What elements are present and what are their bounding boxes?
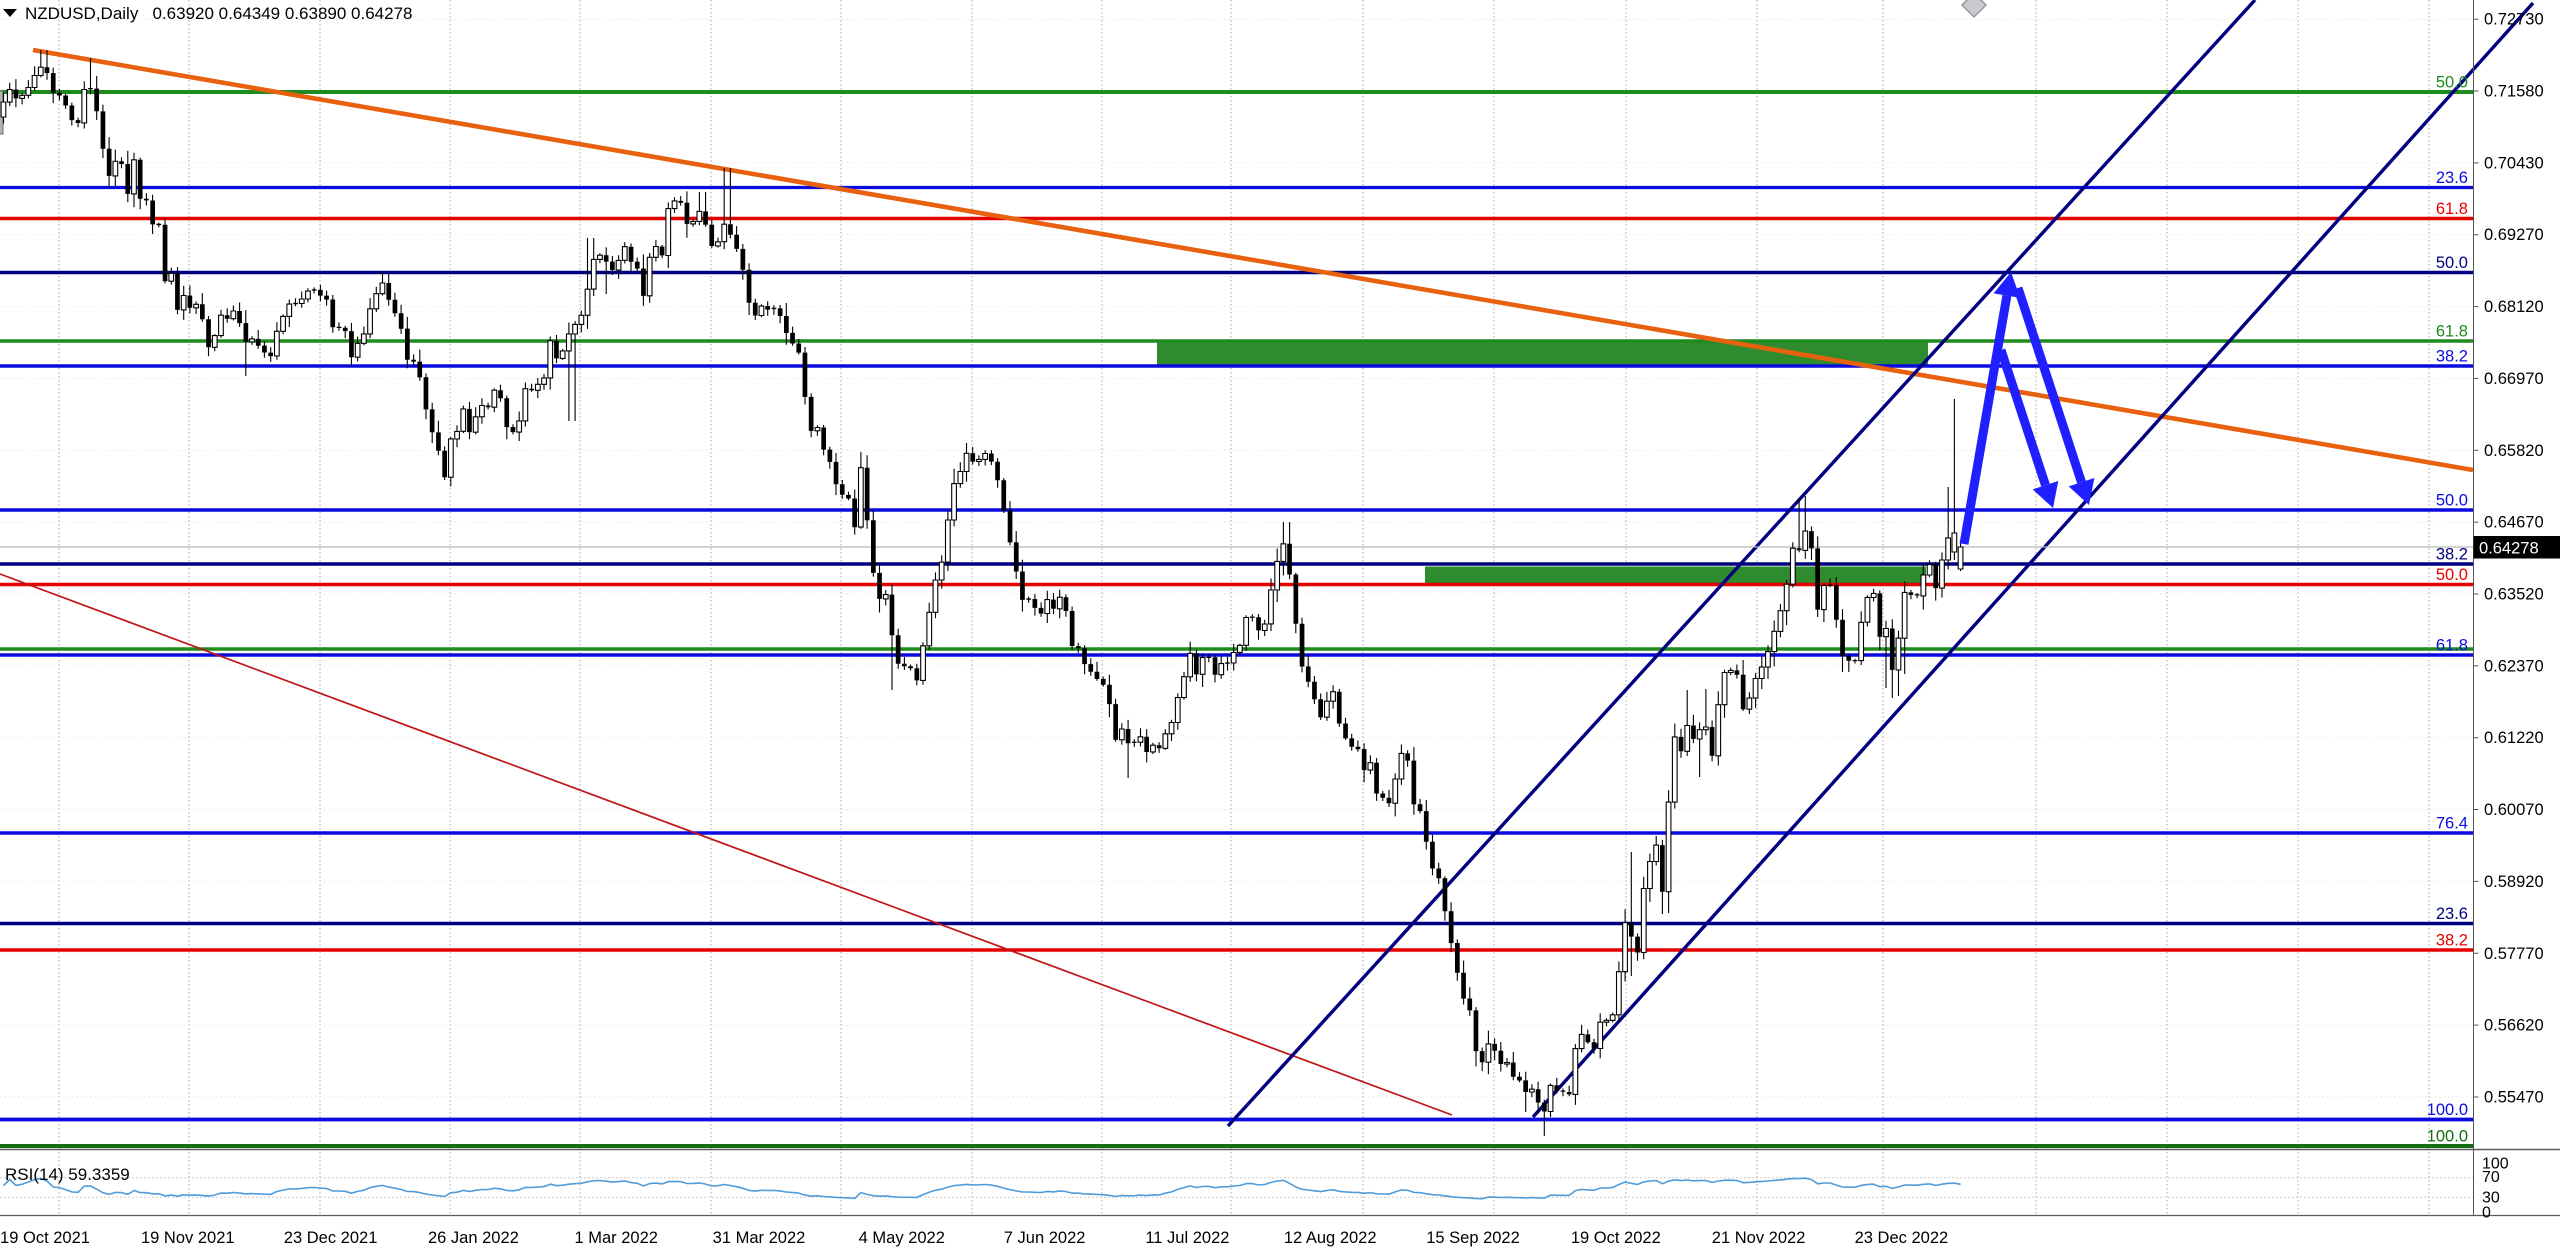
svg-text:23 Dec 2021: 23 Dec 2021 bbox=[284, 1229, 378, 1247]
svg-text:26 Jan 2022: 26 Jan 2022 bbox=[428, 1229, 519, 1247]
svg-text:0: 0 bbox=[2482, 1205, 2491, 1222]
svg-text:0.66970: 0.66970 bbox=[2484, 370, 2544, 388]
svg-text:23.6: 23.6 bbox=[2436, 905, 2468, 923]
svg-text:0.65820: 0.65820 bbox=[2484, 442, 2544, 460]
svg-text:23 Dec 2022: 23 Dec 2022 bbox=[1855, 1229, 1949, 1247]
svg-text:0.69270: 0.69270 bbox=[2484, 226, 2544, 244]
svg-text:38.2: 38.2 bbox=[2436, 546, 2468, 564]
svg-text:19 Oct 2021: 19 Oct 2021 bbox=[0, 1229, 90, 1247]
svg-text:19 Nov 2021: 19 Nov 2021 bbox=[141, 1229, 235, 1247]
svg-text:12 Aug 2022: 12 Aug 2022 bbox=[1284, 1229, 1377, 1247]
svg-text:61.8: 61.8 bbox=[2436, 200, 2468, 218]
svg-text:70: 70 bbox=[2482, 1169, 2500, 1186]
svg-text:0.70430: 0.70430 bbox=[2484, 154, 2544, 172]
svg-text:0.64278: 0.64278 bbox=[2479, 540, 2539, 558]
svg-text:61.8: 61.8 bbox=[2436, 323, 2468, 341]
svg-text:0.57770: 0.57770 bbox=[2484, 945, 2544, 963]
svg-text:100.0: 100.0 bbox=[2427, 1128, 2468, 1146]
svg-text:50.0: 50.0 bbox=[2436, 254, 2468, 272]
svg-text:0.63520: 0.63520 bbox=[2484, 586, 2544, 604]
svg-text:19 Oct 2022: 19 Oct 2022 bbox=[1571, 1229, 1661, 1247]
svg-text:50.0: 50.0 bbox=[2436, 492, 2468, 510]
svg-text:0.61220: 0.61220 bbox=[2484, 729, 2544, 747]
svg-text:7 Jun 2022: 7 Jun 2022 bbox=[1004, 1229, 1086, 1247]
svg-text:0.72730: 0.72730 bbox=[2484, 11, 2544, 29]
svg-text:11 Jul 2022: 11 Jul 2022 bbox=[1145, 1229, 1229, 1247]
svg-text:RSI(14) 59.3359: RSI(14) 59.3359 bbox=[5, 1165, 130, 1184]
svg-text:0.55470: 0.55470 bbox=[2484, 1089, 2544, 1107]
svg-text:31 Mar 2022: 31 Mar 2022 bbox=[713, 1229, 806, 1247]
svg-text:0.60070: 0.60070 bbox=[2484, 801, 2544, 819]
svg-text:50.0: 50.0 bbox=[2436, 74, 2468, 92]
svg-text:1 Mar 2022: 1 Mar 2022 bbox=[574, 1229, 657, 1247]
svg-text:50.0: 50.0 bbox=[2436, 566, 2468, 584]
svg-text:76.4: 76.4 bbox=[2436, 815, 2468, 833]
svg-text:100.0: 100.0 bbox=[2427, 1101, 2468, 1119]
svg-text:0.58920: 0.58920 bbox=[2484, 873, 2544, 891]
svg-text:23.6: 23.6 bbox=[2436, 169, 2468, 187]
svg-text:0.64670: 0.64670 bbox=[2484, 514, 2544, 532]
svg-text:NZDUSD,Daily 0.63920 0.64349: NZDUSD,Daily 0.63920 0.64349 0.63890 0.6… bbox=[25, 4, 412, 23]
svg-text:21 Nov 2022: 21 Nov 2022 bbox=[1712, 1229, 1806, 1247]
svg-text:15 Sep 2022: 15 Sep 2022 bbox=[1426, 1229, 1520, 1247]
svg-text:0.71580: 0.71580 bbox=[2484, 83, 2544, 101]
svg-text:38.2: 38.2 bbox=[2436, 348, 2468, 366]
svg-text:4 May 2022: 4 May 2022 bbox=[859, 1229, 945, 1247]
svg-text:0.62370: 0.62370 bbox=[2484, 657, 2544, 675]
svg-text:0.56620: 0.56620 bbox=[2484, 1017, 2544, 1035]
svg-text:0.68120: 0.68120 bbox=[2484, 298, 2544, 316]
svg-text:61.8: 61.8 bbox=[2436, 637, 2468, 655]
svg-text:38.2: 38.2 bbox=[2436, 932, 2468, 950]
